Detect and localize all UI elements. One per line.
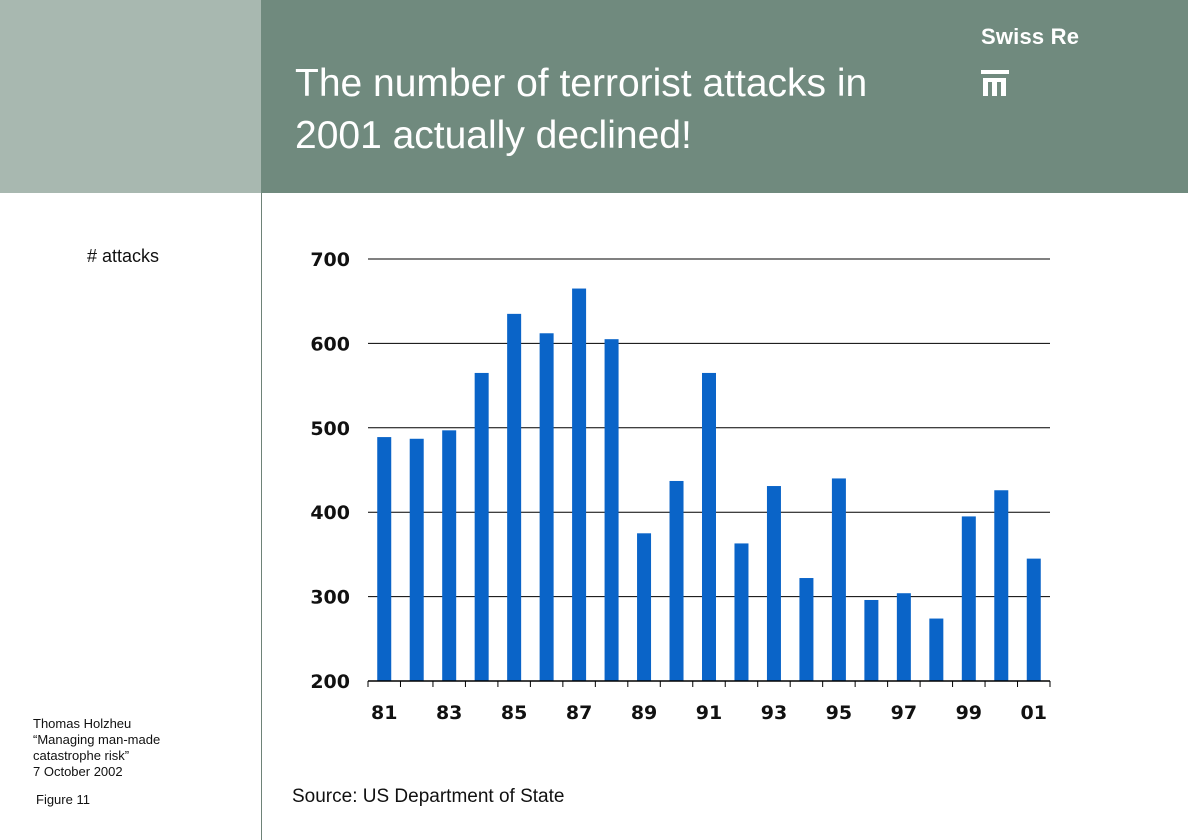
x-tick-label: 87 (566, 702, 592, 724)
x-tick-label: 93 (761, 702, 787, 724)
presentation-date: 7 October 2002 (33, 764, 123, 779)
x-tick-label: 99 (956, 702, 982, 724)
bar-95 (831, 478, 846, 681)
y-tick-label: 500 (310, 418, 350, 440)
header-bar (261, 0, 1188, 193)
x-tick-label: 83 (436, 702, 462, 724)
bar-88 (604, 339, 619, 681)
bar-97 (896, 593, 911, 681)
talk-title-line-1: “Managing man-made (33, 732, 161, 747)
bar-87 (572, 288, 587, 681)
x-tick-label: 85 (501, 702, 527, 724)
x-tick-label: 97 (891, 702, 917, 724)
x-tick-label: 01 (1021, 702, 1047, 724)
presenter-info: Thomas Holzheu “Managing man-made catast… (33, 716, 160, 780)
x-tick-label: 91 (696, 702, 722, 724)
bar-99 (961, 516, 976, 681)
y-tick-label: 700 (310, 249, 350, 271)
bar-94 (799, 578, 814, 681)
x-tick-label: 81 (371, 702, 397, 724)
bar-98 (929, 618, 944, 681)
title-line-1: The number of terrorist attacks in (295, 62, 868, 105)
bar-01 (1026, 558, 1041, 681)
bar-91 (702, 372, 716, 681)
bar-90 (669, 480, 684, 681)
bar-96 (864, 599, 879, 681)
bar-92 (734, 543, 749, 681)
y-tick-label: 300 (310, 587, 350, 609)
bar-chart: 200 300 400 500 600 700 81 83 85 87 89 91 93 95 97 99 01 (310, 249, 1051, 724)
bar-89 (637, 533, 652, 681)
vertical-divider (261, 193, 262, 840)
bar-00 (994, 490, 1009, 681)
bar-86 (539, 333, 554, 681)
bar-93 (766, 486, 781, 681)
x-tick-label: 89 (631, 702, 657, 724)
swiss-re-logo-icon (981, 70, 1009, 96)
y-axis-label: # attacks (87, 246, 160, 266)
title-line-2: 2001 actually declined! (295, 114, 692, 157)
y-tick-label: 400 (310, 502, 350, 524)
figure-label: Figure 11 (36, 792, 90, 807)
x-tick-label: 95 (826, 702, 852, 724)
y-tick-label: 600 (310, 333, 350, 355)
bar-82 (409, 438, 424, 681)
brand-name: Swiss Re (981, 24, 1080, 49)
left-strip (0, 0, 261, 193)
bar-85 (507, 313, 522, 681)
source-note: Source: US Department of State (292, 786, 565, 807)
talk-title-line-2: catastrophe risk” (33, 748, 130, 763)
slide-title: The number of terrorist attacks in 2001 … (295, 58, 955, 162)
y-tick-label: 200 (310, 671, 350, 693)
bar-83 (442, 430, 457, 681)
bar-81 (377, 437, 392, 681)
bar-84 (474, 372, 489, 681)
author-name: Thomas Holzheu (33, 716, 132, 731)
